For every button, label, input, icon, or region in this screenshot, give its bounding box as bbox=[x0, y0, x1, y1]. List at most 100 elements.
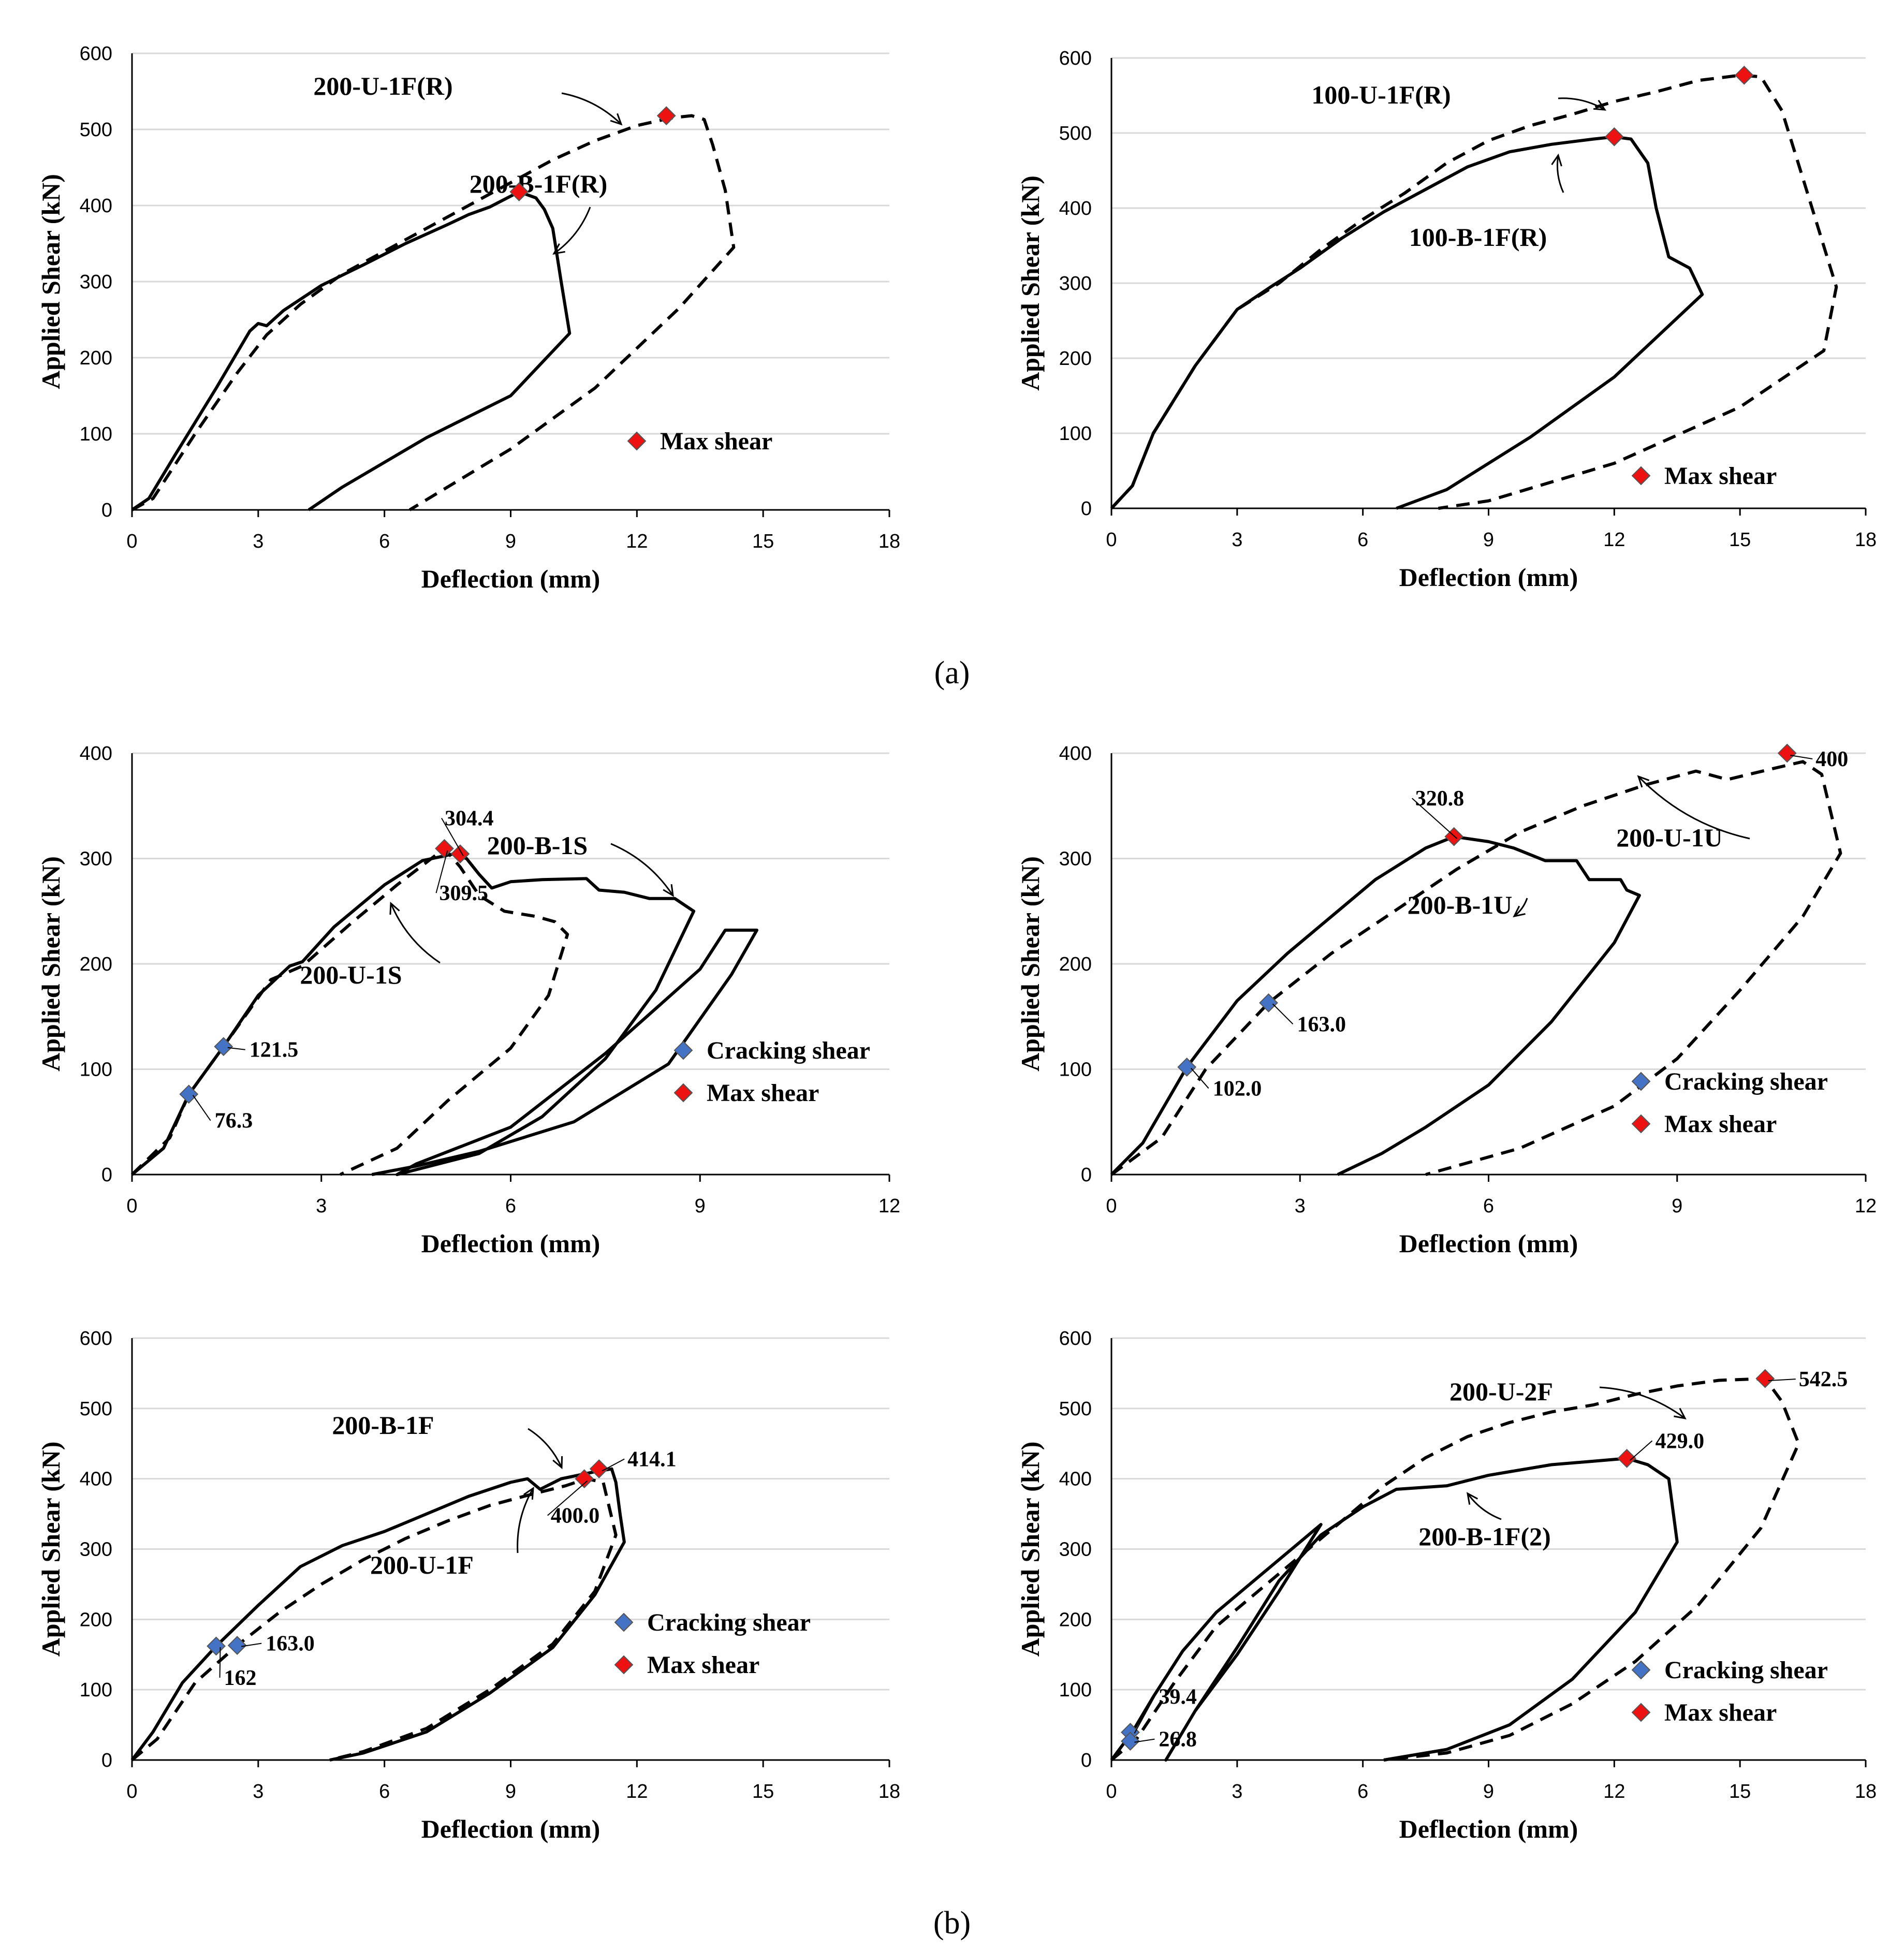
series-line-200-B-1F(2) bbox=[1110, 1457, 1679, 1762]
max-shear-value: 304.4 bbox=[445, 807, 494, 831]
leader-line bbox=[1629, 1440, 1653, 1461]
x-tick-label: 15 bbox=[1729, 529, 1751, 551]
leader-line bbox=[1134, 1696, 1155, 1734]
y-tick-label: 400 bbox=[1059, 198, 1092, 219]
cracking-shear-marker bbox=[207, 1636, 226, 1656]
x-tick-label: 9 bbox=[505, 1781, 516, 1802]
leader-line bbox=[227, 1047, 245, 1050]
y-tick-label: 300 bbox=[80, 848, 112, 870]
cracking-shear-value: 39.4 bbox=[1159, 1685, 1197, 1709]
legend-label: Cracking shear bbox=[647, 1609, 811, 1636]
max-shear-marker bbox=[450, 844, 470, 863]
y-tick-label: 400 bbox=[1059, 743, 1092, 765]
max-shear-value: 400.0 bbox=[551, 1504, 600, 1528]
max-shear-value: 542.5 bbox=[1799, 1368, 1848, 1391]
y-tick-label: 0 bbox=[1081, 498, 1092, 520]
y-tick-label: 600 bbox=[1059, 1328, 1092, 1350]
x-tick-label: 12 bbox=[626, 1781, 648, 1802]
legend-crack-icon bbox=[673, 1040, 693, 1060]
series-annotation: 100-U-1F(R) bbox=[1311, 80, 1451, 109]
y-tick-label: 0 bbox=[101, 1750, 112, 1771]
x-tick-label: 18 bbox=[1855, 529, 1877, 551]
x-axis-label: Deflection (mm) bbox=[421, 564, 601, 593]
x-axis-label: Deflection (mm) bbox=[421, 1229, 601, 1258]
y-tick-label: 400 bbox=[1059, 1469, 1092, 1490]
y-axis-label: Applied Shear (kN) bbox=[36, 1442, 65, 1657]
y-tick-label: 200 bbox=[80, 1609, 112, 1631]
cracking-shear-marker bbox=[1177, 1058, 1197, 1077]
annotation-arrow bbox=[1558, 97, 1605, 111]
leader-line bbox=[1412, 798, 1458, 839]
annotation-arrow bbox=[1556, 155, 1564, 193]
max-shear-marker bbox=[589, 1459, 609, 1478]
y-tick-label: 600 bbox=[80, 43, 112, 65]
y-tick-label: 0 bbox=[101, 1164, 112, 1186]
cracking-shear-value: 121.5 bbox=[250, 1038, 299, 1062]
legend-max-icon bbox=[1631, 466, 1651, 486]
max-shear-marker bbox=[509, 182, 529, 201]
cracking-shear-marker bbox=[1121, 1732, 1140, 1751]
y-tick-label: 200 bbox=[1059, 348, 1092, 370]
leader-line bbox=[441, 818, 464, 857]
y-tick-label: 200 bbox=[1059, 1609, 1092, 1631]
series-line-200-U-2F bbox=[1110, 1377, 1800, 1762]
series-line-200-U-1F(R) bbox=[131, 114, 736, 511]
y-axis-label: Applied Shear (kN) bbox=[1016, 175, 1045, 391]
max-shear-marker bbox=[575, 1469, 594, 1489]
series-annotation: 200-B-1F(2) bbox=[1418, 1522, 1551, 1551]
legend-label: Cracking shear bbox=[1664, 1068, 1828, 1095]
series-line-200-U-1F bbox=[131, 1477, 618, 1762]
series-annotation: 200-B-1F(R) bbox=[470, 169, 608, 198]
y-tick-label: 400 bbox=[80, 195, 112, 217]
x-tick-label: 9 bbox=[505, 531, 516, 552]
x-tick-label: 15 bbox=[1729, 1781, 1751, 1802]
series-annotation: 100-B-1F(R) bbox=[1409, 223, 1547, 252]
max-shear-marker bbox=[1604, 127, 1624, 146]
x-tick-label: 12 bbox=[626, 531, 648, 552]
cracking-shear-value: 163.0 bbox=[1297, 1013, 1346, 1036]
x-axis-label: Deflection (mm) bbox=[1399, 563, 1578, 592]
annotation-arrow bbox=[1467, 1493, 1502, 1520]
panel-label-b: (b) bbox=[933, 1905, 971, 1941]
x-tick-label: 3 bbox=[253, 531, 263, 552]
legend-crack-icon bbox=[1631, 1072, 1651, 1091]
y-axis-label: Applied Shear (kN) bbox=[1016, 856, 1045, 1072]
series-annotation: 200-U-1U bbox=[1616, 823, 1723, 852]
y-tick-label: 300 bbox=[1059, 1539, 1092, 1561]
x-tick-label: 12 bbox=[1855, 1195, 1877, 1217]
x-tick-label: 6 bbox=[1357, 1781, 1368, 1802]
x-tick-label: 6 bbox=[1357, 529, 1368, 551]
arrow-head bbox=[1674, 1407, 1687, 1420]
cracking-shear-marker bbox=[179, 1084, 199, 1104]
x-tick-label: 3 bbox=[316, 1195, 327, 1217]
y-tick-label: 0 bbox=[1081, 1164, 1092, 1186]
x-tick-label: 0 bbox=[1106, 529, 1117, 551]
arrow-head bbox=[1466, 1492, 1478, 1505]
x-tick-label: 15 bbox=[752, 1781, 774, 1802]
leader-line bbox=[1790, 755, 1813, 759]
y-tick-label: 400 bbox=[80, 1469, 112, 1490]
y-axis-label: Applied Shear (kN) bbox=[36, 856, 65, 1072]
panel-label-a: (a) bbox=[934, 655, 970, 691]
series-line-200-B-1F bbox=[130, 1467, 626, 1762]
x-tick-label: 6 bbox=[379, 531, 390, 552]
x-tick-label: 0 bbox=[126, 1781, 137, 1802]
x-axis-label: Deflection (mm) bbox=[1399, 1814, 1578, 1843]
y-tick-label: 500 bbox=[80, 1398, 112, 1420]
y-tick-label: 100 bbox=[80, 423, 112, 445]
max-shear-value: 309.5 bbox=[439, 882, 488, 905]
legend-max-icon bbox=[673, 1083, 693, 1103]
arrow-head bbox=[389, 901, 400, 915]
x-tick-label: 3 bbox=[253, 1781, 263, 1802]
y-tick-label: 100 bbox=[1059, 423, 1092, 445]
cracking-shear-value: 163.0 bbox=[266, 1632, 315, 1656]
series-annotation: 200-B-1F bbox=[332, 1411, 434, 1440]
y-axis-label: Applied Shear (kN) bbox=[1016, 1442, 1045, 1657]
x-tick-label: 0 bbox=[1106, 1195, 1117, 1217]
leader-line bbox=[1134, 1738, 1155, 1743]
arrow-head bbox=[663, 884, 674, 897]
arrow-head bbox=[1513, 905, 1526, 918]
y-tick-label: 500 bbox=[1059, 123, 1092, 144]
arrow-head bbox=[1637, 775, 1650, 788]
series-line-200-B-1U bbox=[1110, 835, 1641, 1176]
